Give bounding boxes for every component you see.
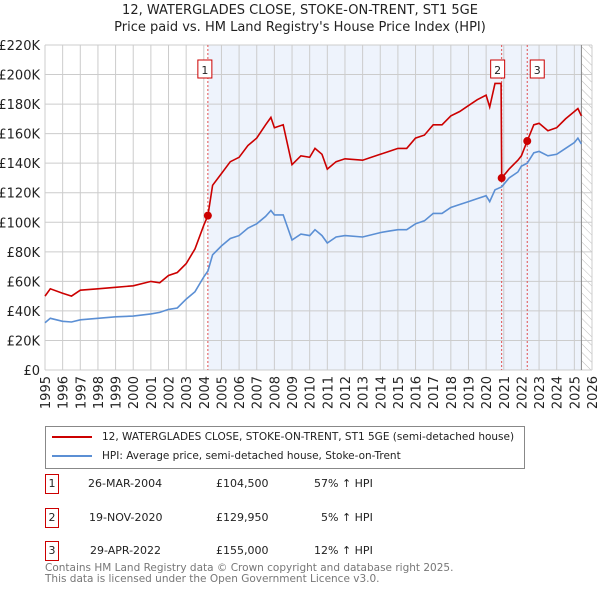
x-tick-label: 2014: [374, 376, 389, 409]
chart-subtitle: Price paid vs. HM Land Registry's House …: [114, 20, 486, 35]
sale-label-box: [529, 59, 545, 79]
x-tick-label: 2015: [392, 376, 407, 409]
transaction-hpi: 12% ↑ HPI: [314, 544, 373, 557]
sale-label: 3: [534, 64, 541, 77]
x-tick-label: 2010: [304, 376, 319, 409]
footer-copyright: Contains HM Land Registry data © Crown c…: [45, 562, 454, 574]
x-tick-label: 2002: [163, 376, 178, 409]
x-tick-label: 2004: [198, 376, 213, 409]
y-tick-label: £180K: [0, 98, 40, 113]
x-tick-label: 2019: [462, 376, 477, 409]
y-tick-label: £160K: [0, 128, 40, 143]
transaction-date: 29-APR-2022: [90, 544, 162, 557]
y-tick-label: £120K: [0, 187, 40, 202]
y-tick-label: £20K: [7, 334, 41, 349]
marker-badge: 1: [45, 474, 59, 494]
sale-label-box: [490, 59, 506, 79]
transaction-price: £155,000: [216, 544, 269, 557]
x-tick-label: 1995: [39, 376, 54, 409]
x-tick-label: 2008: [268, 376, 283, 409]
x-tick-label: 2026: [586, 376, 600, 409]
legend-item-property: 12, WATERGLADES CLOSE, STOKE-ON-TRENT, S…: [52, 431, 514, 443]
x-tick-label: 2020: [480, 376, 495, 409]
forecast-hatch: [581, 45, 592, 370]
transaction-date: 26-MAR-2004: [88, 477, 163, 490]
x-tick-label: 2006: [233, 376, 248, 409]
property-price-line: [44, 82, 583, 297]
legend-item-hpi: HPI: Average price, semi-detached house,…: [52, 450, 401, 462]
x-tick-label: 2013: [357, 376, 372, 409]
chart-title: 12, WATERGLADES CLOSE, STOKE-ON-TRENT, S…: [122, 3, 478, 18]
sale-point: [497, 174, 506, 183]
y-tick-label: £0: [23, 364, 40, 379]
y-tick-label: £140K: [0, 157, 40, 172]
transaction-row: 3 29-APR-2022 £155,000 12% ↑ HPI: [45, 541, 600, 561]
x-tick-label: 2009: [286, 376, 301, 409]
marker-badge: 3: [45, 541, 59, 561]
x-tick-label: 2018: [445, 376, 460, 409]
y-tick-label: £40K: [7, 305, 41, 320]
x-tick-label: 1996: [57, 376, 72, 409]
footer: Contains HM Land Registry data © Crown c…: [45, 563, 453, 585]
x-tick-label: 2005: [215, 376, 230, 409]
y-tick-label: £80K: [7, 246, 41, 261]
x-tick-label: 2011: [321, 376, 336, 409]
marker-badge: 2: [45, 508, 59, 528]
sale-label: 2: [494, 64, 501, 77]
transaction-row: 2 19-NOV-2020 £129,950 5% ↑ HPI: [45, 508, 600, 528]
y-tick-label: £220K: [0, 39, 40, 54]
x-tick-label: 1997: [74, 376, 89, 409]
sale-label-box: [197, 59, 213, 79]
x-tick-label: 2012: [339, 376, 354, 409]
x-tick-label: 2017: [427, 376, 442, 409]
legend: 12, WATERGLADES CLOSE, STOKE-ON-TRENT, S…: [45, 426, 525, 469]
hpi-line: [44, 136, 583, 324]
x-tick-label: 2007: [251, 376, 266, 409]
price-chart: £0 £20K £40K £60K £80K £100K £120K £140K £160K £1…: [0, 39, 600, 409]
sale-point: [203, 211, 212, 220]
x-tick-label: 2024: [551, 376, 566, 409]
x-tick-label: 2025: [568, 376, 583, 409]
transaction-hpi: 5% ↑ HPI: [321, 511, 373, 524]
transaction-hpi: 57% ↑ HPI: [314, 477, 373, 490]
x-tick-label: 2023: [533, 376, 548, 409]
legend-swatch-red: [52, 436, 92, 438]
x-tick-label: 2021: [498, 376, 513, 409]
x-tick-label: 2001: [145, 376, 160, 409]
y-tick-label: £100K: [0, 216, 40, 231]
shaded-region: [207, 45, 582, 370]
sale-point: [523, 137, 532, 146]
y-tick-label: £60K: [7, 275, 41, 290]
transaction-price: £129,950: [216, 511, 269, 524]
y-tick-label: £200K: [0, 69, 40, 84]
legend-label: 12, WATERGLADES CLOSE, STOKE-ON-TRENT, S…: [102, 431, 515, 443]
transaction-price: £104,500: [216, 477, 269, 490]
footer-licence: This data is licensed under the Open Gov…: [45, 573, 380, 585]
sale-label: 1: [201, 64, 208, 77]
x-tick-label: 2000: [127, 376, 142, 409]
transaction-row: 1 26-MAR-2004 £104,500 57% ↑ HPI: [45, 474, 600, 494]
x-tick-label: 1999: [110, 376, 125, 409]
x-tick-label: 2016: [410, 376, 425, 409]
x-tick-label: 2022: [515, 376, 530, 409]
x-tick-label: 2003: [180, 376, 195, 409]
transaction-date: 19-NOV-2020: [89, 511, 163, 524]
legend-label: HPI: Average price, semi-detached house,…: [102, 450, 401, 462]
legend-swatch-blue: [52, 455, 92, 457]
x-tick-label: 1998: [92, 376, 107, 409]
